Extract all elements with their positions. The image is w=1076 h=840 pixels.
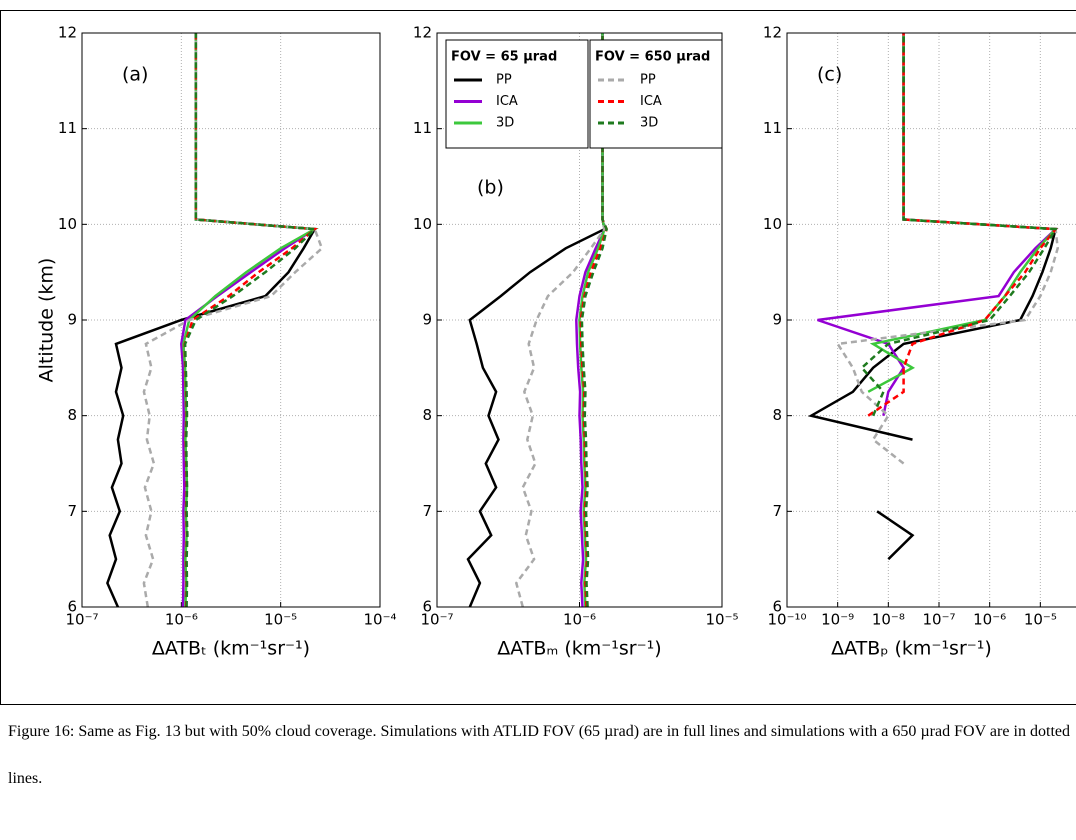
legend-label: PP [640, 73, 656, 88]
plot-frame [786, 32, 1076, 608]
y-tick-label: 9 [772, 311, 782, 329]
y-tick-label: 6 [772, 598, 782, 616]
legend-box [445, 39, 589, 149]
legend-label: 3D [496, 116, 514, 131]
x-tick-label: 10⁻⁷ [922, 611, 955, 629]
legend-label: ICA [496, 94, 518, 109]
x-tick-label: 10⁻¹⁰ [767, 611, 806, 629]
x-tick-label: 10⁻⁵ [705, 611, 738, 629]
y-tick-label: 10 [58, 215, 77, 233]
x-tick-label: 10⁻⁵ [264, 611, 297, 629]
profile-line [180, 33, 319, 607]
y-tick-label: 8 [772, 406, 782, 424]
x-tick-label: 10⁻⁶ [973, 611, 1006, 629]
caption: Figure 16: Same as Fig. 13 but with 50% … [8, 723, 1070, 787]
x-axis-label: ΔATBₚ (km⁻¹sr⁻¹) [831, 638, 992, 660]
x-tick-label: 10⁻⁹ [821, 611, 854, 629]
y-axis-label: Altitude (km) [36, 258, 58, 383]
y-tick-label: 8 [67, 406, 77, 424]
y-tick-label: 10 [413, 215, 432, 233]
plot-frame [436, 32, 723, 608]
profile-line [514, 33, 606, 607]
y-tick-label: 7 [772, 502, 782, 520]
legend-box [589, 39, 723, 149]
figure: 6 7 8 9 10 11 12 10⁻⁷ 10⁻⁶ 10⁻⁵ 10⁻⁴ ΔATBₜ (km⁻¹sr⁻… [0, 10, 1076, 705]
legend-title: FOV = 650 µrad [595, 50, 710, 65]
profile-line [575, 33, 606, 607]
profile-line [835, 33, 1059, 465]
profile-line [867, 33, 1059, 393]
y-tick-label: 11 [413, 119, 432, 137]
profile-line [860, 33, 1058, 417]
legend-label: PP [496, 73, 512, 88]
x-tick-label: 10⁻⁷ [420, 611, 453, 629]
y-tick-label: 7 [422, 502, 432, 520]
x-tick-label: 10⁻⁵ [1024, 611, 1057, 629]
profile-line [466, 33, 607, 607]
profile-line [183, 33, 318, 607]
y-tick-label: 12 [763, 24, 782, 42]
panel-label: (c) [817, 64, 842, 86]
profile-line [580, 33, 608, 607]
y-tick-label: 12 [58, 24, 77, 42]
legend-label: ICA [640, 94, 662, 109]
profile-line [142, 33, 324, 607]
x-tick-label: 10⁻⁷ [65, 611, 98, 629]
panel-label: (b) [477, 177, 504, 199]
profile-line [807, 33, 1058, 561]
y-tick-label: 9 [422, 311, 432, 329]
y-tick-label: 9 [67, 311, 77, 329]
profile-line [106, 33, 317, 607]
x-tick-label: 10⁻⁸ [872, 611, 905, 629]
x-tick-label: 10⁻⁶ [563, 611, 596, 629]
y-tick-label: 6 [67, 598, 77, 616]
legend-title: FOV = 65 µrad [451, 50, 557, 65]
y-tick-label: 12 [413, 24, 432, 42]
y-tick-label: 6 [422, 598, 432, 616]
x-tick-label: 10⁻⁴ [363, 611, 396, 629]
plot-frame [81, 32, 381, 608]
x-tick-label: 10⁻⁶ [165, 611, 198, 629]
x-axis-label: ΔATBₘ (km⁻¹sr⁻¹) [497, 638, 661, 660]
y-tick-label: 10 [763, 215, 782, 233]
x-tick-label: 10⁻⁴ [1074, 611, 1076, 629]
y-tick-label: 11 [763, 119, 782, 137]
y-tick-label: 11 [58, 119, 77, 137]
legend-label: 3D [640, 116, 658, 131]
x-axis-label: ΔATBₜ (km⁻¹sr⁻¹) [152, 638, 310, 660]
y-tick-label: 7 [67, 502, 77, 520]
y-tick-label: 8 [422, 406, 432, 424]
panel-label: (a) [122, 64, 148, 86]
